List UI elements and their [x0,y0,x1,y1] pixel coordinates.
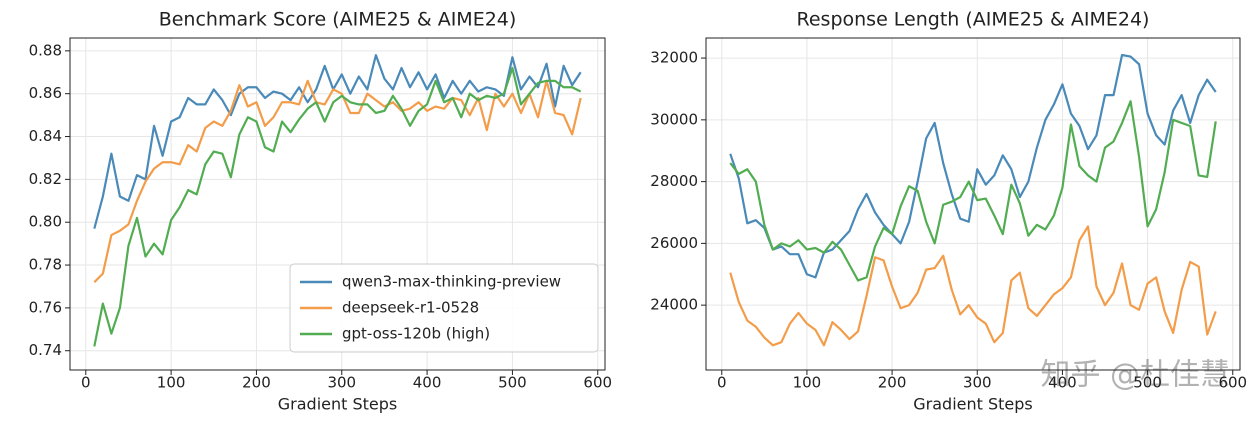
data-line [93,79,582,283]
axes-frame [705,37,1241,371]
y-tick-label: 24000 [650,296,698,314]
x-tick-label: 400 [1048,374,1077,392]
x-tick-label: 400 [413,374,442,392]
y-tick-label: 0.84 [29,127,62,145]
watermark: 知乎 @杜佳慧 [1040,358,1230,393]
legend-label: qwen3-max-thinking-preview [342,273,561,291]
data-line [729,225,1217,347]
x-tick-label: 500 [498,374,527,392]
x-tick-label: 0 [81,374,91,392]
x-axis-label: Gradient Steps [913,395,1033,414]
x-tick-label: 600 [583,374,612,392]
y-tick-label: 0.78 [29,256,62,274]
data-line [729,100,1217,282]
y-tick-label: 28000 [650,172,698,190]
x-tick-label: 300 [963,374,992,392]
chart-title: Response Length (AIME25 & AIME24) [797,9,1150,31]
y-tick-label: 0.88 [29,41,62,59]
y-tick-label: 0.80 [29,213,62,231]
x-axis-label: Gradient Steps [278,395,398,414]
y-tick-label: 0.82 [29,170,62,188]
data-line [729,53,1217,279]
y-tick-label: 0.74 [29,341,62,359]
x-tick-label: 200 [242,374,271,392]
x-tick-label: 500 [1133,374,1162,392]
x-tick-label: 300 [327,374,356,392]
x-tick-label: 0 [717,374,727,392]
legend-label: gpt-oss-120b (high) [342,325,490,343]
y-tick-label: 32000 [650,49,698,67]
x-tick-label: 100 [793,374,822,392]
axes-frame [69,37,606,371]
y-tick-label: 0.86 [29,84,62,102]
y-tick-label: 26000 [650,234,698,252]
x-tick-label: 100 [157,374,186,392]
data-line [93,54,582,229]
y-tick-label: 30000 [650,110,698,128]
x-tick-label: 200 [878,374,907,392]
legend-label: deepseek-r1-0528 [342,299,479,317]
x-tick-label: 600 [1218,374,1247,392]
legend-box [289,263,599,353]
chart-title: Benchmark Score (AIME25 & AIME24) [159,9,517,31]
y-tick-label: 0.76 [29,298,62,316]
data-line [93,66,582,347]
